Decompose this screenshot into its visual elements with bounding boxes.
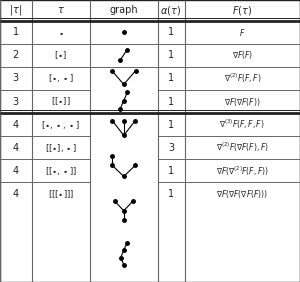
Text: $\bullet$: $\bullet$ (58, 28, 64, 37)
Text: 4: 4 (13, 166, 19, 176)
Text: 1: 1 (168, 96, 174, 107)
Text: 1: 1 (168, 73, 174, 83)
Text: 1: 1 (168, 189, 174, 199)
Text: 4: 4 (13, 143, 19, 153)
Text: $[[\bullet,\bullet]]$: $[[\bullet,\bullet]]$ (45, 165, 77, 177)
Text: $[[\bullet]]$: $[[\bullet]]$ (51, 96, 70, 107)
Text: $\nabla F(\nabla F(\nabla F(F)))$: $\nabla F(\nabla F(\nabla F(F)))$ (216, 188, 268, 200)
Text: $[[\bullet],\bullet]$: $[[\bullet],\bullet]$ (45, 142, 77, 154)
Text: 2: 2 (13, 50, 19, 60)
Text: 1: 1 (168, 120, 174, 130)
Text: 1: 1 (168, 27, 174, 37)
Text: $[\bullet,\bullet,\bullet]$: $[\bullet,\bullet,\bullet]$ (41, 119, 80, 131)
Text: $\tau$: $\tau$ (57, 5, 65, 15)
Text: 1: 1 (168, 50, 174, 60)
Text: $F$: $F$ (239, 27, 245, 38)
Text: $\nabla^{(3)}F(F,F,F)$: $\nabla^{(3)}F(F,F,F)$ (219, 118, 265, 131)
Text: 1: 1 (168, 166, 174, 176)
Text: $[\bullet]$: $[\bullet]$ (54, 49, 67, 61)
Text: $[\bullet,\bullet]$: $[\bullet,\bullet]$ (48, 72, 74, 84)
Text: $F(\tau)$: $F(\tau)$ (232, 4, 252, 17)
Text: 4: 4 (13, 120, 19, 130)
Text: 3: 3 (13, 96, 19, 107)
Text: $|\tau|$: $|\tau|$ (9, 3, 22, 17)
Text: $\nabla F(\nabla^{(2)}F(F,F))$: $\nabla F(\nabla^{(2)}F(F,F))$ (216, 164, 269, 178)
Text: $[[[\bullet]]]$: $[[[\bullet]]]$ (48, 188, 74, 200)
Text: 4: 4 (13, 189, 19, 199)
Text: $\alpha(\tau)$: $\alpha(\tau)$ (160, 4, 182, 17)
Text: 3: 3 (168, 143, 174, 153)
Text: graph: graph (110, 5, 138, 15)
Text: 1: 1 (13, 27, 19, 37)
Text: $\nabla^{(2)}F(F,F)$: $\nabla^{(2)}F(F,F)$ (224, 72, 261, 85)
Text: 3: 3 (13, 73, 19, 83)
Text: $\nabla F(\nabla F(F))$: $\nabla F(\nabla F(F))$ (224, 96, 261, 107)
Text: $\nabla^{(2)}F(\nabla F(F),F)$: $\nabla^{(2)}F(\nabla F(F),F)$ (216, 141, 269, 155)
Text: $\nabla F(F)$: $\nabla F(F)$ (232, 49, 253, 61)
